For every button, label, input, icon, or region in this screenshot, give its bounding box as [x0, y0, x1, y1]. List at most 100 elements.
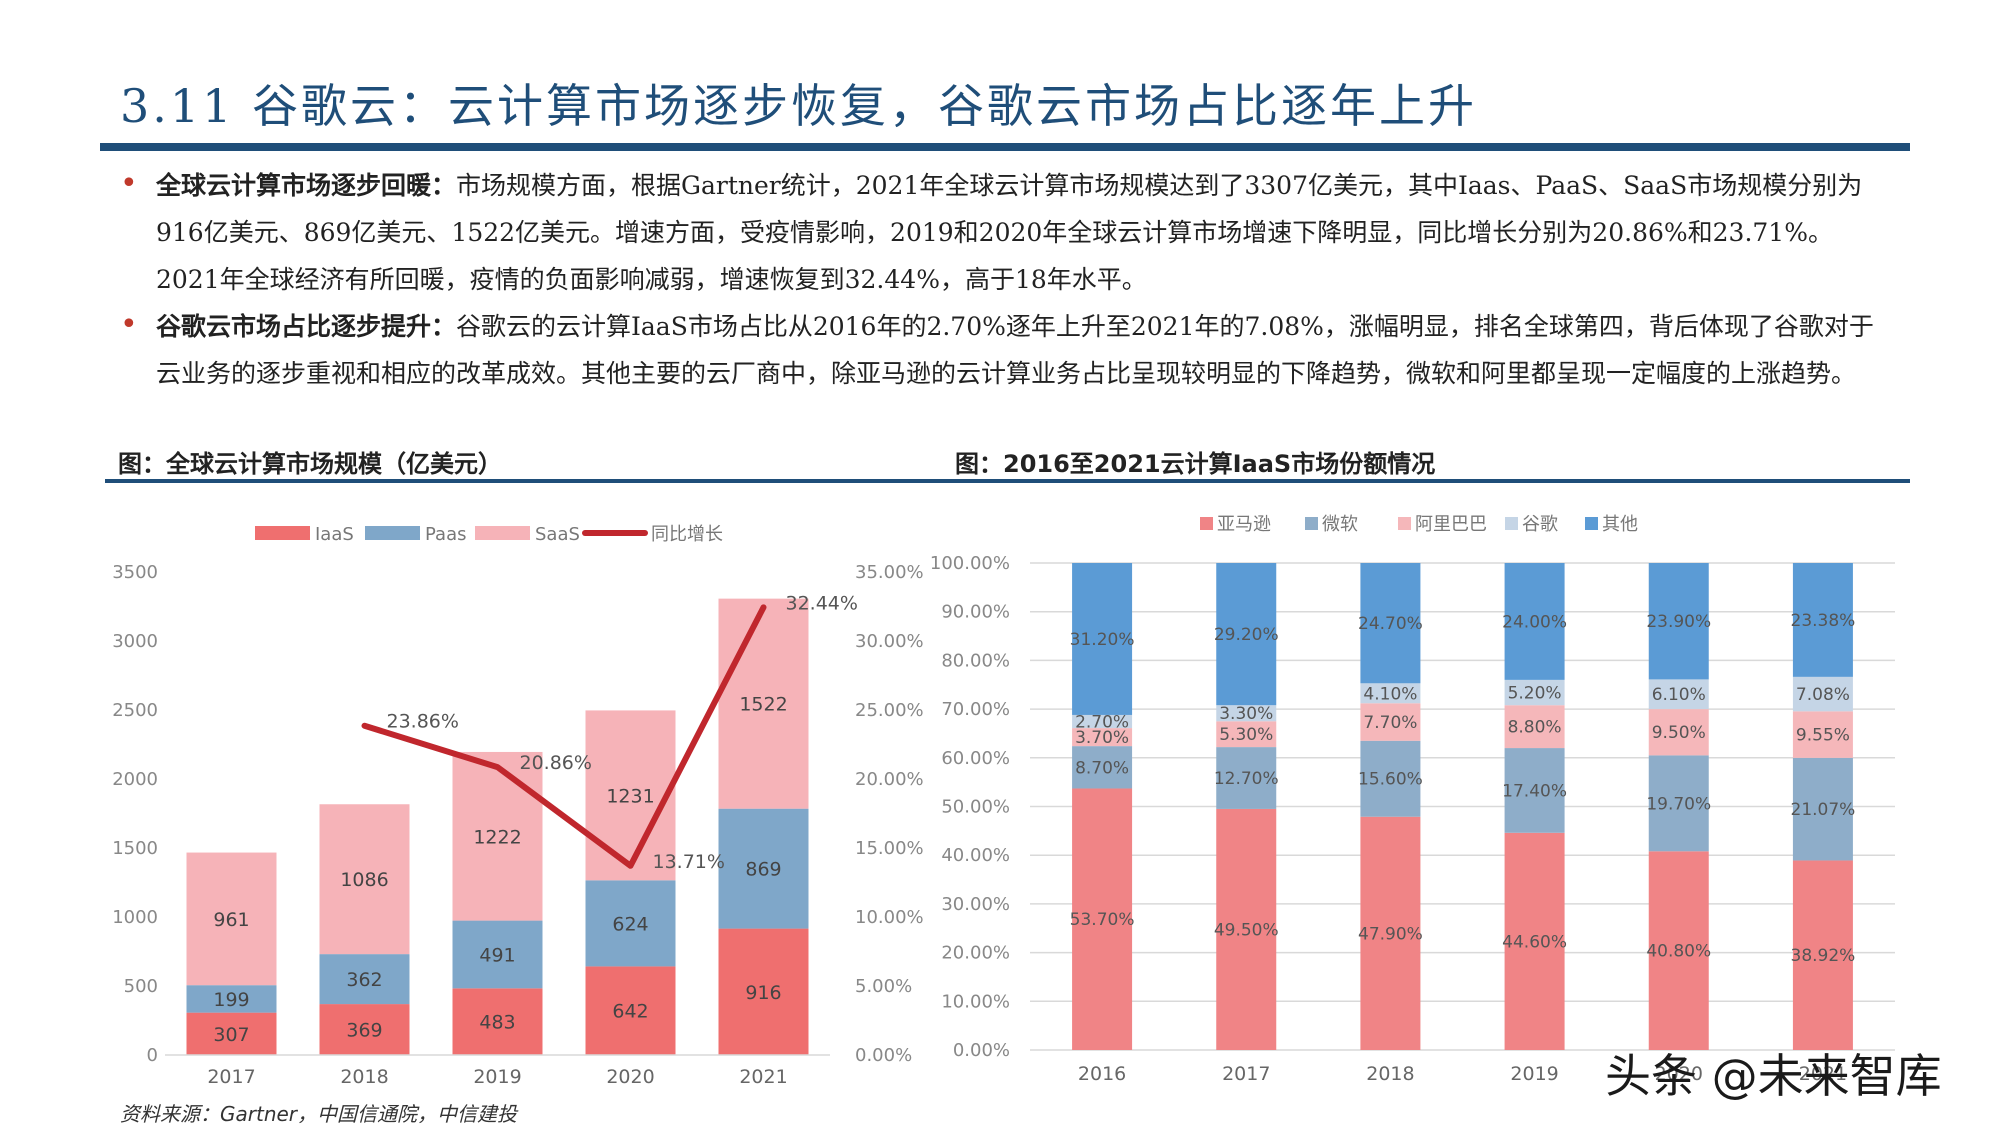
x-tick-label: 2020 — [1655, 1063, 1703, 1085]
title-divider — [100, 143, 1910, 151]
y-tick-label: 3500 — [112, 562, 158, 583]
bar-segment-3-2017 — [1216, 705, 1277, 722]
segment-value-label: 24.70% — [1358, 614, 1423, 634]
summary-bullets: • 全球云计算市场逐步回暖：市场规模方面，根据Gartner统计，2021年全球… — [120, 162, 1890, 397]
segment-value-label: 4.10% — [1363, 684, 1417, 704]
bar-saas-2021 — [718, 598, 809, 809]
bar-saas-2018 — [319, 804, 410, 955]
bar-value-label: 369 — [346, 1020, 382, 1042]
growth-label: 32.44% — [786, 592, 858, 614]
y2-tick-label: 5.00% — [855, 976, 912, 997]
bar-segment-0-2017 — [1216, 808, 1277, 1050]
legend-label-2: SaaS — [535, 524, 580, 545]
bar-segment-1-2021 — [1792, 757, 1853, 861]
bar-value-label: 483 — [479, 1012, 515, 1034]
bar-saas-2017 — [186, 852, 277, 986]
bullet-google-share: • 谷歌云市场占比逐步提升：谷歌云的云计算IaaS市场占比从2016年的2.70… — [120, 303, 1890, 397]
bar-segment-2-2021 — [1792, 711, 1853, 758]
segment-value-label: 6.10% — [1652, 685, 1706, 705]
bar-segment-3-2018 — [1360, 683, 1421, 704]
legend-label-1: 微软 — [1322, 514, 1358, 535]
y2-tick-label: 15.00% — [855, 838, 924, 859]
segment-value-label: 29.20% — [1214, 625, 1279, 645]
segment-value-label: 2.70% — [1075, 713, 1129, 733]
segment-value-label: 31.20% — [1070, 630, 1135, 650]
segment-value-label: 19.70% — [1646, 794, 1711, 814]
y2-tick-label: 25.00% — [855, 700, 924, 721]
segment-value-label: 12.70% — [1214, 769, 1279, 789]
segment-value-label: 9.50% — [1652, 723, 1706, 743]
segment-value-label: 47.90% — [1358, 924, 1423, 944]
legend-label-1: Paas — [425, 524, 466, 545]
bar-value-label: 961 — [213, 909, 249, 931]
x-tick-label: 2018 — [340, 1066, 388, 1088]
bar-paas-2018 — [319, 954, 410, 1005]
segment-value-label: 9.55% — [1796, 726, 1850, 746]
y-tick-label: 2000 — [112, 769, 158, 790]
segment-value-label: 44.60% — [1502, 932, 1567, 952]
segment-value-label: 17.40% — [1502, 781, 1567, 801]
bar-value-label: 642 — [612, 1001, 648, 1023]
bar-segment-0-2019 — [1504, 832, 1565, 1050]
x-tick-label: 2021 — [1799, 1063, 1847, 1085]
right-figure-caption: 图：2016至2021云计算IaaS市场份额情况 — [955, 450, 1436, 478]
growth-label: 13.71% — [653, 851, 725, 873]
bar-saas-2020 — [585, 710, 676, 881]
bar-segment-4-2016 — [1072, 563, 1133, 715]
y-tick-label: 30.00% — [941, 894, 1010, 915]
segment-value-label: 21.07% — [1791, 800, 1856, 820]
bar-segment-4-2021 — [1792, 563, 1853, 677]
figure-divider — [105, 479, 1910, 483]
legend-swatch-1 — [1305, 517, 1318, 530]
growth-line — [361, 604, 767, 869]
bar-value-label: 362 — [346, 969, 382, 991]
bar-value-label: 199 — [213, 989, 249, 1011]
bar-segment-2-2016 — [1072, 728, 1133, 747]
y-tick-label: 20.00% — [941, 943, 1010, 964]
y2-tick-label: 35.00% — [855, 562, 924, 583]
y-tick-label: 90.00% — [941, 602, 1010, 623]
segment-value-label: 23.38% — [1791, 611, 1856, 631]
y-tick-label: 40.00% — [941, 845, 1010, 866]
x-tick-label: 2017 — [1222, 1063, 1270, 1085]
bar-segment-0-2021 — [1792, 860, 1853, 1050]
legend-swatch-2 — [1398, 517, 1411, 530]
bar-segment-1-2016 — [1072, 746, 1133, 789]
y2-tick-label: 20.00% — [855, 769, 924, 790]
bar-segment-1-2018 — [1360, 740, 1421, 817]
bar-value-label: 307 — [213, 1024, 249, 1046]
y-tick-label: 70.00% — [941, 699, 1010, 720]
x-tick-label: 2019 — [473, 1066, 521, 1088]
legend-label-0: 亚马逊 — [1217, 514, 1271, 535]
x-tick-label: 2017 — [207, 1066, 255, 1088]
segment-value-label: 38.92% — [1791, 946, 1856, 966]
segment-value-label: 7.70% — [1363, 713, 1417, 733]
legend-label-3: 谷歌 — [1522, 514, 1558, 535]
bar-segment-4-2017 — [1216, 563, 1277, 706]
x-tick-label: 2020 — [606, 1066, 654, 1088]
bar-value-label: 491 — [479, 944, 515, 966]
legend-swatch-0 — [1200, 517, 1213, 530]
bar-iaas-2021 — [718, 928, 809, 1055]
segment-value-label: 8.70% — [1075, 758, 1129, 778]
bar-segment-2-2020 — [1648, 709, 1709, 756]
legend-swatch-3 — [1505, 517, 1518, 530]
segment-value-label: 3.70% — [1075, 728, 1129, 748]
bar-segment-1-2019 — [1504, 748, 1565, 833]
bullet-text: 市场规模方面，根据Gartner统计，2021年全球云计算市场规模达到了3307… — [156, 171, 1863, 294]
x-tick-label: 2019 — [1510, 1063, 1558, 1085]
segment-value-label: 15.60% — [1358, 770, 1423, 790]
bar-value-label: 624 — [612, 913, 648, 935]
bar-segment-0-2016 — [1072, 788, 1133, 1050]
bullet-heading: 谷歌云市场占比逐步提升： — [156, 312, 457, 341]
segment-value-label: 24.00% — [1502, 612, 1567, 632]
growth-label: 23.86% — [387, 711, 459, 733]
bar-paas-2021 — [718, 808, 809, 929]
segment-value-label: 7.08% — [1796, 685, 1850, 705]
y2-tick-label: 0.00% — [855, 1045, 912, 1066]
bullet-market-recovery: • 全球云计算市场逐步回暖：市场规模方面，根据Gartner统计，2021年全球… — [120, 162, 1890, 303]
segment-value-label: 49.50% — [1214, 920, 1279, 940]
bar-segment-2-2017 — [1216, 721, 1277, 748]
